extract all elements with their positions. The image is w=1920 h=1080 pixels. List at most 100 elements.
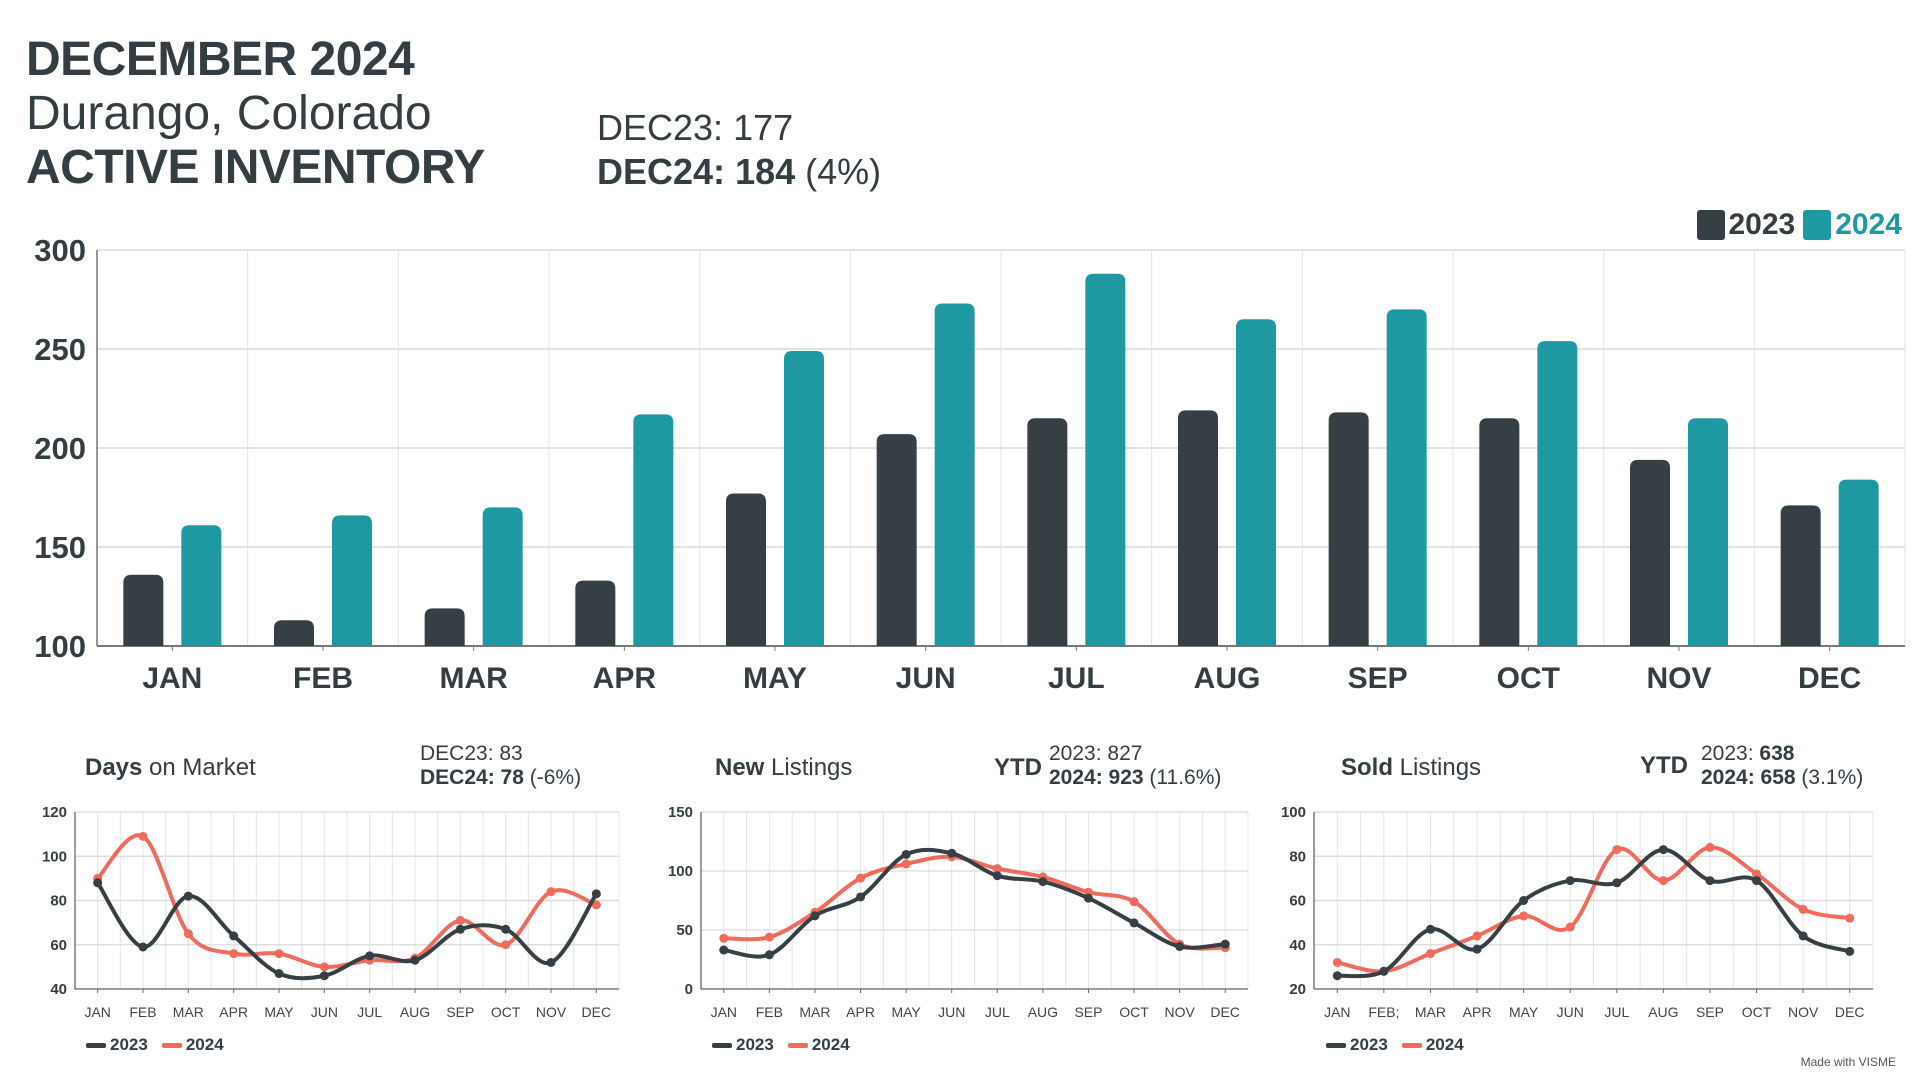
x-tick-label: FEB [129,1004,156,1020]
point-2024-jul [992,864,1002,874]
point-2024-dec [591,900,601,910]
location-title: Durango, Colorado [26,87,432,140]
stat-line1-label: DEC23: [420,742,494,765]
point-2023-jan [93,878,103,888]
new-listings-stats: 2023: 827 2024: 923 (11.6%) [1049,742,1221,790]
title-rest: Listings [1393,754,1482,781]
bar-chart-legend: 2023 2024 [1696,208,1902,242]
x-tick-label: JUN [1557,1004,1584,1020]
point-2023-dec [1220,939,1230,949]
x-tick-label: AUG [1648,1004,1678,1020]
x-tick-label: JUL [357,1004,382,1020]
x-tick-label: DEC [1210,1004,1240,1020]
x-tick-label: JAN [1324,1004,1350,1020]
x-tick-label: JUL [1048,662,1105,695]
stat-line2-label: 2024: 658 [1701,766,1796,789]
point-2023-jan [1332,971,1342,981]
x-tick-label: MAY [891,1004,921,1020]
stat-line2-label: 2024: 923 [1049,766,1144,789]
days-on-market-stats: DEC23: 83 DEC24: 78 (-6%) [420,742,581,790]
x-tick-label: JUL [985,1004,1010,1020]
point-2024-mar [183,929,193,939]
point-2023-sep [1705,876,1715,886]
bar-2024-jun [934,303,975,646]
days-on-market-legend: 2023 2024 [86,1035,224,1055]
legend-item-2024: 2024 [1803,208,1902,242]
x-tick-label: APR [593,662,657,695]
legend-label-2024: 2024 [811,1035,850,1054]
x-tick-label: AUG [1028,1004,1058,1020]
point-2023-jun [319,971,329,981]
point-2023-dec [1845,946,1855,956]
point-2023-oct [1752,876,1762,886]
dec23-label: DEC23: [597,107,724,148]
x-tick-label: MAR [440,662,509,695]
x-tick-label: FEB [756,1004,783,1020]
point-2023-may [274,969,284,979]
stat-line1-label: 2023: [1701,742,1754,765]
point-2023-aug [1658,845,1668,855]
point-2023-oct [1129,918,1139,928]
x-tick-label: MAR [799,1004,830,1020]
point-2023-jul [992,871,1002,881]
stat-line2-label: DEC24: 78 [420,766,524,789]
legend-label-2023: 2023 [736,1035,774,1054]
bar-2024-aug [1236,319,1276,646]
stat-line1-value: 638 [1753,742,1795,765]
new-listings-title: New Listings [715,754,852,782]
bar-2024-mar [482,507,523,646]
point-2023-jul [1612,878,1622,888]
y-tick-label: 60 [50,937,67,954]
sold-listings-legend: 2023 2024 [1326,1035,1464,1055]
page-subtitle: ACTIVE INVENTORY [26,141,485,194]
point-2024-nov [1798,904,1808,914]
point-2023-nov [546,957,556,967]
y-tick-label: 150 [34,530,86,565]
bar-2024-apr [633,414,674,646]
legend-swatch-2023 [1696,210,1725,240]
sold-listings-panel: Sold Listings YTD 2023: 638 2024: 658 (3… [1280,730,1920,1080]
point-2023-jun [1565,876,1575,886]
stat-line2-change: (-6%) [523,766,582,789]
bar-2023-dec [1780,505,1821,646]
dec24-change: (4%) [805,151,882,192]
legend-line-2024 [787,1043,808,1049]
point-2023-aug [1038,877,1048,887]
y-tick-label: 300 [34,233,86,268]
y-tick-label: 250 [34,332,86,367]
x-tick-label: MAR [173,1004,204,1020]
days-on-market-title: Days on Market [85,754,256,782]
bar-2023-mar [424,608,465,646]
x-tick-label: OCT [491,1004,521,1020]
y-tick-label: 40 [1289,937,1306,954]
new-listings-panel: New Listings YTD 2023: 827 2024: 923 (11… [640,730,1280,1080]
stat-line1-value: 827 [1101,742,1143,765]
legend-label-2023: 2023 [110,1035,148,1054]
inventory-stats: DEC23: 177 DEC24: 184 (4%) [597,106,881,194]
bar-2023-jan [123,574,164,646]
bar-2023-nov [1630,459,1670,646]
point-2023-jan [719,945,729,955]
new-listings-legend: 2023 2024 [712,1035,850,1055]
line-series-2023 [95,880,599,981]
legend-swatch-2024 [1803,210,1832,240]
legend-item-2024: 2024 [1401,1035,1464,1055]
x-tick-label: NOV [536,1004,567,1020]
point-2024-apr [1472,931,1482,941]
x-tick-label: APR [219,1004,248,1020]
bar-2024-feb [332,515,372,646]
x-tick-label: SEP [446,1004,474,1020]
bar-2023-jun [876,434,917,646]
x-tick-label: JUN [311,1004,338,1020]
x-tick-label: SEP [1696,1004,1724,1020]
x-tick-label: MAY [743,662,807,695]
ytd-label: YTD [1640,752,1688,779]
y-tick-label: 100 [1281,804,1306,821]
y-tick-label: 200 [34,431,86,466]
x-tick-label: SEP [1348,662,1408,695]
x-tick-label: JUL [1604,1004,1629,1020]
bar-2023-sep [1328,412,1369,646]
legend-item-2024: 2024 [161,1035,224,1055]
x-tick-label: NOV [1646,662,1711,695]
visme-credit[interactable]: Made with VISME [1800,1055,1896,1069]
